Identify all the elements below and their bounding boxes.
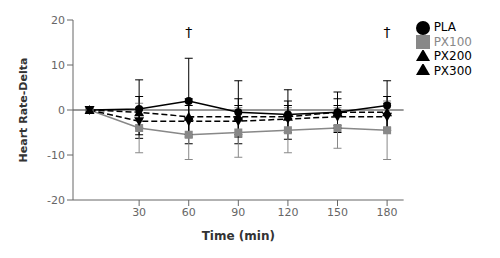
svg-text:†: † (185, 24, 192, 40)
svg-text:180: 180 (377, 206, 398, 219)
svg-text:-20: -20 (47, 194, 65, 207)
html-text:PX300: PX300 (433, 63, 472, 78)
html-text:PLA: PLA (433, 20, 456, 34)
svg-text:150: 150 (327, 206, 348, 219)
svg-text:120: 120 (277, 206, 298, 219)
svg-text:60: 60 (182, 206, 196, 219)
html-text:PX200: PX200 (433, 49, 472, 63)
svg-text:20: 20 (51, 14, 65, 27)
svg-text:10: 10 (51, 59, 65, 72)
svg-text:-10: -10 (47, 149, 65, 162)
svg-text:30: 30 (132, 206, 146, 219)
svg-text:Heart Rate-Delta: Heart Rate-Delta (17, 58, 30, 163)
svg-text:0: 0 (58, 104, 65, 117)
html-text:PX100: PX100 (433, 34, 472, 49)
svg-text:90: 90 (231, 206, 245, 219)
svg-text:Time (min): Time (min) (202, 229, 275, 243)
svg-text:†: † (384, 24, 391, 40)
